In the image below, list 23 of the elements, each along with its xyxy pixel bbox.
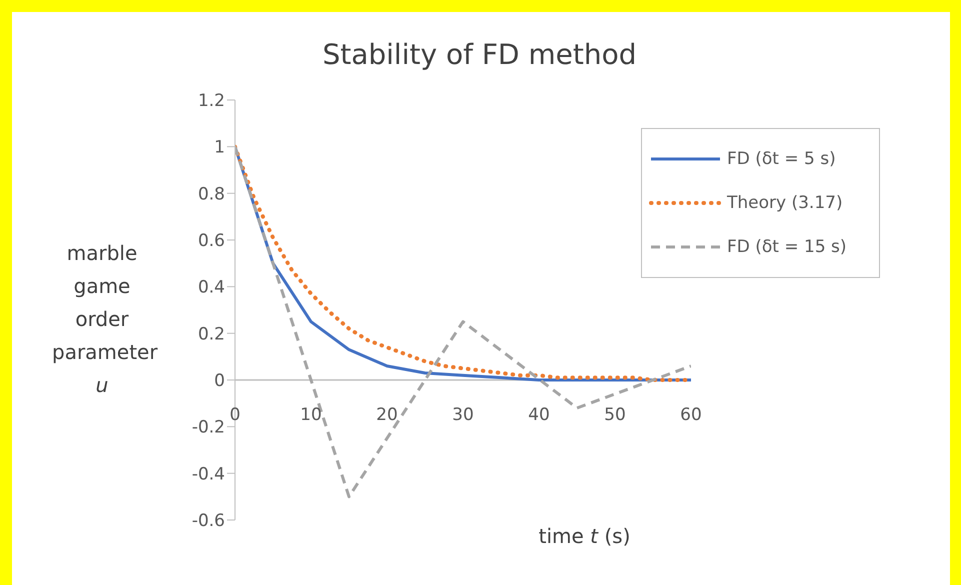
y-axis-title: marble game order parameter u: [52, 241, 158, 397]
x-tick-label: 30: [452, 405, 474, 425]
x-tick-label: 20: [376, 405, 398, 425]
x-tick-label: 40: [528, 405, 550, 425]
y-tick-label: 0.6: [198, 231, 225, 252]
y-tick-label: -0.2: [192, 418, 225, 438]
y-tick-label: 1: [214, 138, 225, 158]
y-tick-label: 0.8: [198, 184, 225, 204]
legend-label: Theory (3.17): [727, 193, 843, 213]
x-tick-label: 0: [230, 405, 240, 425]
y-tick-label: -0.6: [192, 511, 225, 532]
legend-label: FD (δt = 15 s): [727, 237, 847, 257]
y-tick-label: 1.2: [198, 91, 225, 112]
y-tick-label: 0.4: [198, 278, 225, 298]
legend-label: FD (δt = 5 s): [727, 149, 836, 169]
y-tick-label: 0.2: [198, 324, 225, 344]
x-tick-label: 60: [680, 405, 702, 425]
x-axis-title: time t (s): [538, 524, 630, 548]
y-tick-label: -0.4: [192, 464, 225, 484]
x-tick-label: 50: [604, 405, 626, 425]
y-tick-label: 0: [214, 371, 225, 392]
chart-title: Stability of FD method: [321, 38, 638, 71]
x-tick-label: 10: [300, 405, 322, 425]
